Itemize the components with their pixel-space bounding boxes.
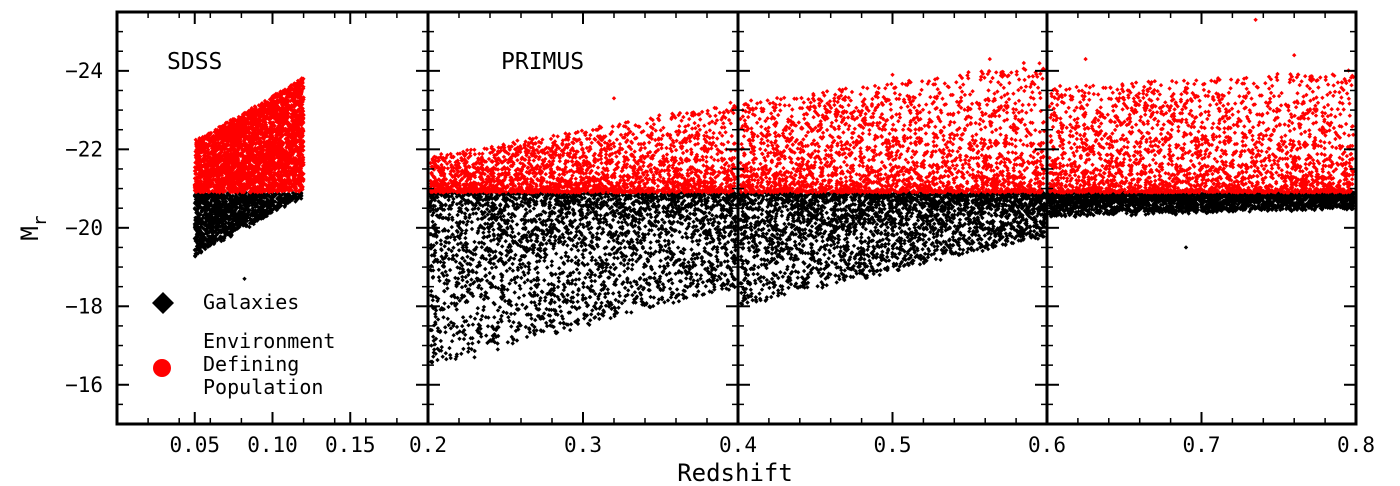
x-tick-label: 0.10 bbox=[247, 433, 298, 457]
y-tick-label: −22 bbox=[65, 137, 103, 161]
x-tick-label: 0.5 bbox=[874, 433, 912, 457]
x-axis-title: Redshift bbox=[677, 459, 793, 486]
y-tick-label: −24 bbox=[65, 59, 103, 83]
x-tick-label: 0.4 bbox=[719, 433, 757, 457]
panel-title-primus: PRIMUS bbox=[501, 49, 584, 75]
x-tick-label: 0.05 bbox=[169, 433, 220, 457]
legend: Galaxies Environment Defining Population bbox=[152, 290, 335, 399]
legend-label-edp-line1: Environment bbox=[203, 329, 335, 353]
galaxy-points-primus-2 bbox=[737, 190, 1048, 307]
scatter-points bbox=[192, 17, 1357, 365]
diamond-icon bbox=[152, 292, 174, 314]
legend-label-edp-line3: Population bbox=[203, 375, 323, 399]
y-axis-title-main: M bbox=[16, 226, 44, 240]
panel-title-sdss: SDSS bbox=[167, 49, 222, 75]
edp-points-sdss bbox=[192, 76, 306, 195]
panel-frame-primus-3 bbox=[1045, 10, 1358, 426]
x-tick-label: 0.15 bbox=[325, 433, 376, 457]
edp-points-primus-1 bbox=[428, 96, 738, 195]
y-axis-title-subscript: r bbox=[30, 215, 51, 226]
y-tick-label: −16 bbox=[65, 373, 103, 397]
edp-points-primus-3 bbox=[1047, 17, 1356, 195]
panel-frames bbox=[115, 10, 1358, 426]
y-tick-label: −20 bbox=[65, 216, 103, 240]
x-tick-label: 0.3 bbox=[564, 433, 602, 457]
edp-points-primus-2 bbox=[738, 56, 1047, 195]
tick-labels: 0.05 0.10 0.15 0.3 0.4 0.2 0.5 0.6 0.7 0.8 −24 −22 −… bbox=[65, 59, 1375, 457]
x-tick-label: 0.8 bbox=[1337, 433, 1375, 457]
galaxy-points-primus-1 bbox=[427, 190, 739, 365]
x-tick-label: 0.6 bbox=[1028, 433, 1066, 457]
x-tick-label: 0.7 bbox=[1183, 433, 1221, 457]
y-axis-title: Mr bbox=[16, 215, 51, 240]
legend-label-edp-line2: Defining bbox=[203, 352, 299, 376]
y-tick-label: −18 bbox=[65, 294, 103, 318]
axis-ticks bbox=[117, 12, 1357, 424]
legend-label-galaxies: Galaxies bbox=[203, 290, 299, 314]
x-tick-label: 0.2 bbox=[409, 433, 447, 457]
galaxy-points-sdss bbox=[192, 190, 304, 282]
circle-icon bbox=[153, 359, 171, 377]
galaxy-points-primus-3 bbox=[1046, 190, 1357, 250]
svg-text:Mr: Mr bbox=[16, 215, 51, 240]
